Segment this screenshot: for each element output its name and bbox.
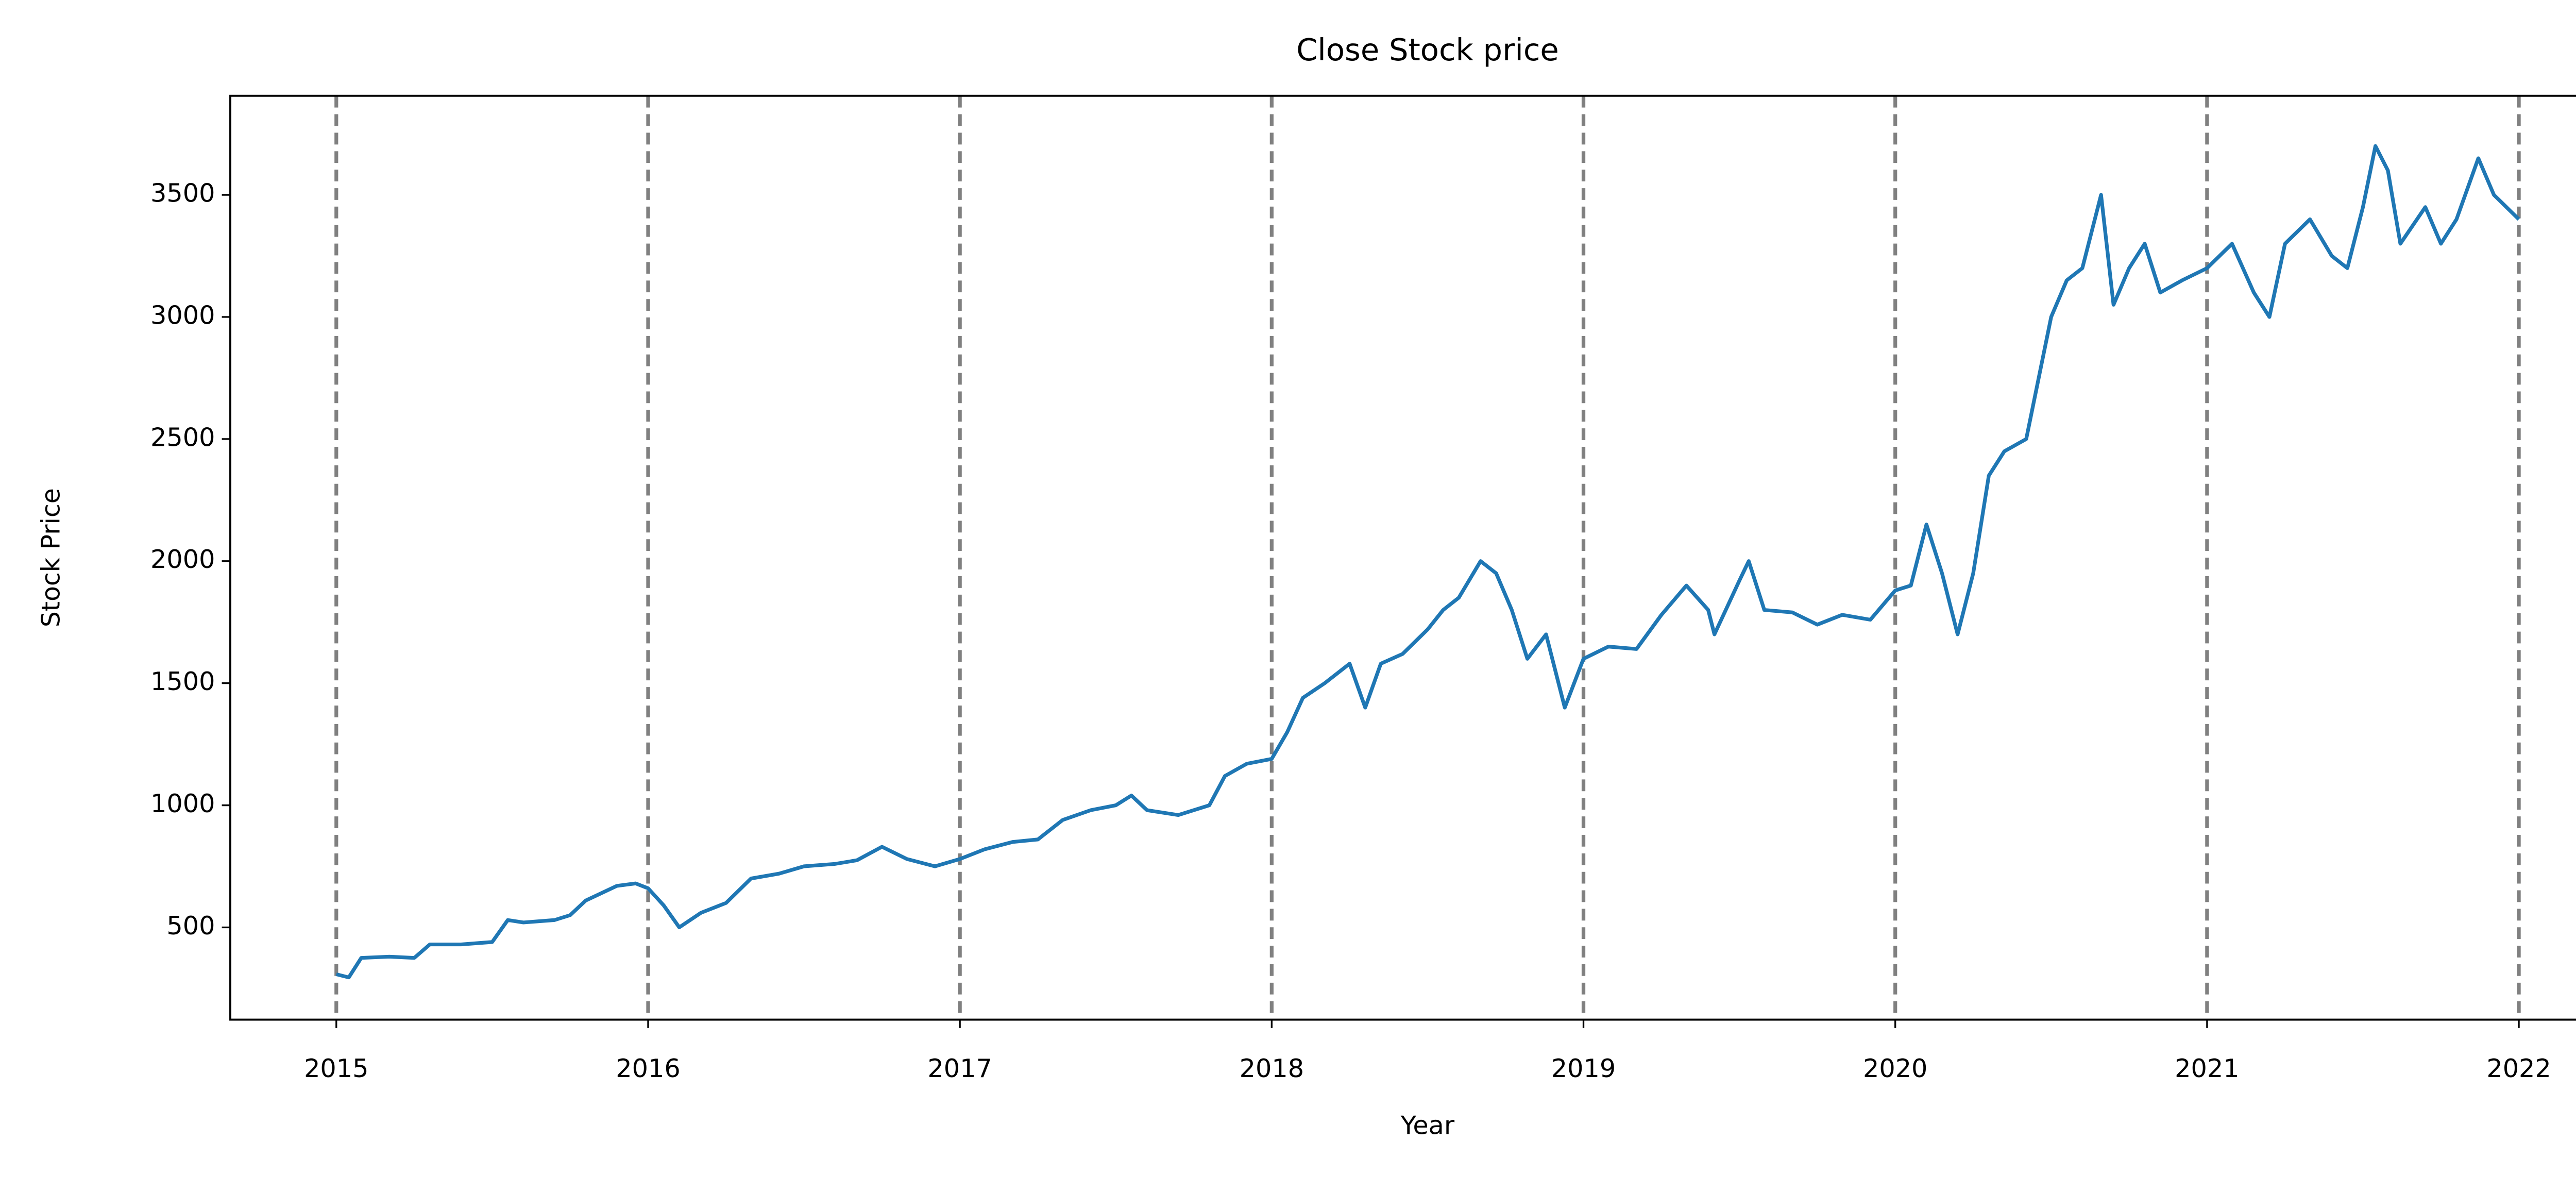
x-tick-label: 2022 <box>2486 1053 2551 1083</box>
x-tick-label: 2015 <box>304 1053 368 1083</box>
chart-title: Close Stock price <box>1296 32 1559 68</box>
x-tick-label: 2021 <box>2175 1053 2239 1083</box>
x-tick-label: 2018 <box>1240 1053 1304 1083</box>
y-tick-label: 3500 <box>150 178 215 208</box>
y-tick-label: 1500 <box>150 666 215 696</box>
x-tick-label: 2016 <box>616 1053 680 1083</box>
x-axis-label: Year <box>1400 1111 1455 1140</box>
y-tick-label: 2500 <box>150 423 215 452</box>
y-tick-label: 1000 <box>150 789 215 818</box>
y-tick-label: 500 <box>166 911 215 941</box>
x-tick-label: 2020 <box>1863 1053 1927 1083</box>
plot-frame <box>229 94 2576 1021</box>
y-tick-label: 2000 <box>150 544 215 574</box>
x-tick-label: 2019 <box>1551 1053 1616 1083</box>
y-axis-label: Stock Price <box>36 488 65 627</box>
x-tick-label: 2017 <box>927 1053 992 1083</box>
y-tick-label: 3000 <box>150 300 215 330</box>
price-line <box>335 144 2520 980</box>
